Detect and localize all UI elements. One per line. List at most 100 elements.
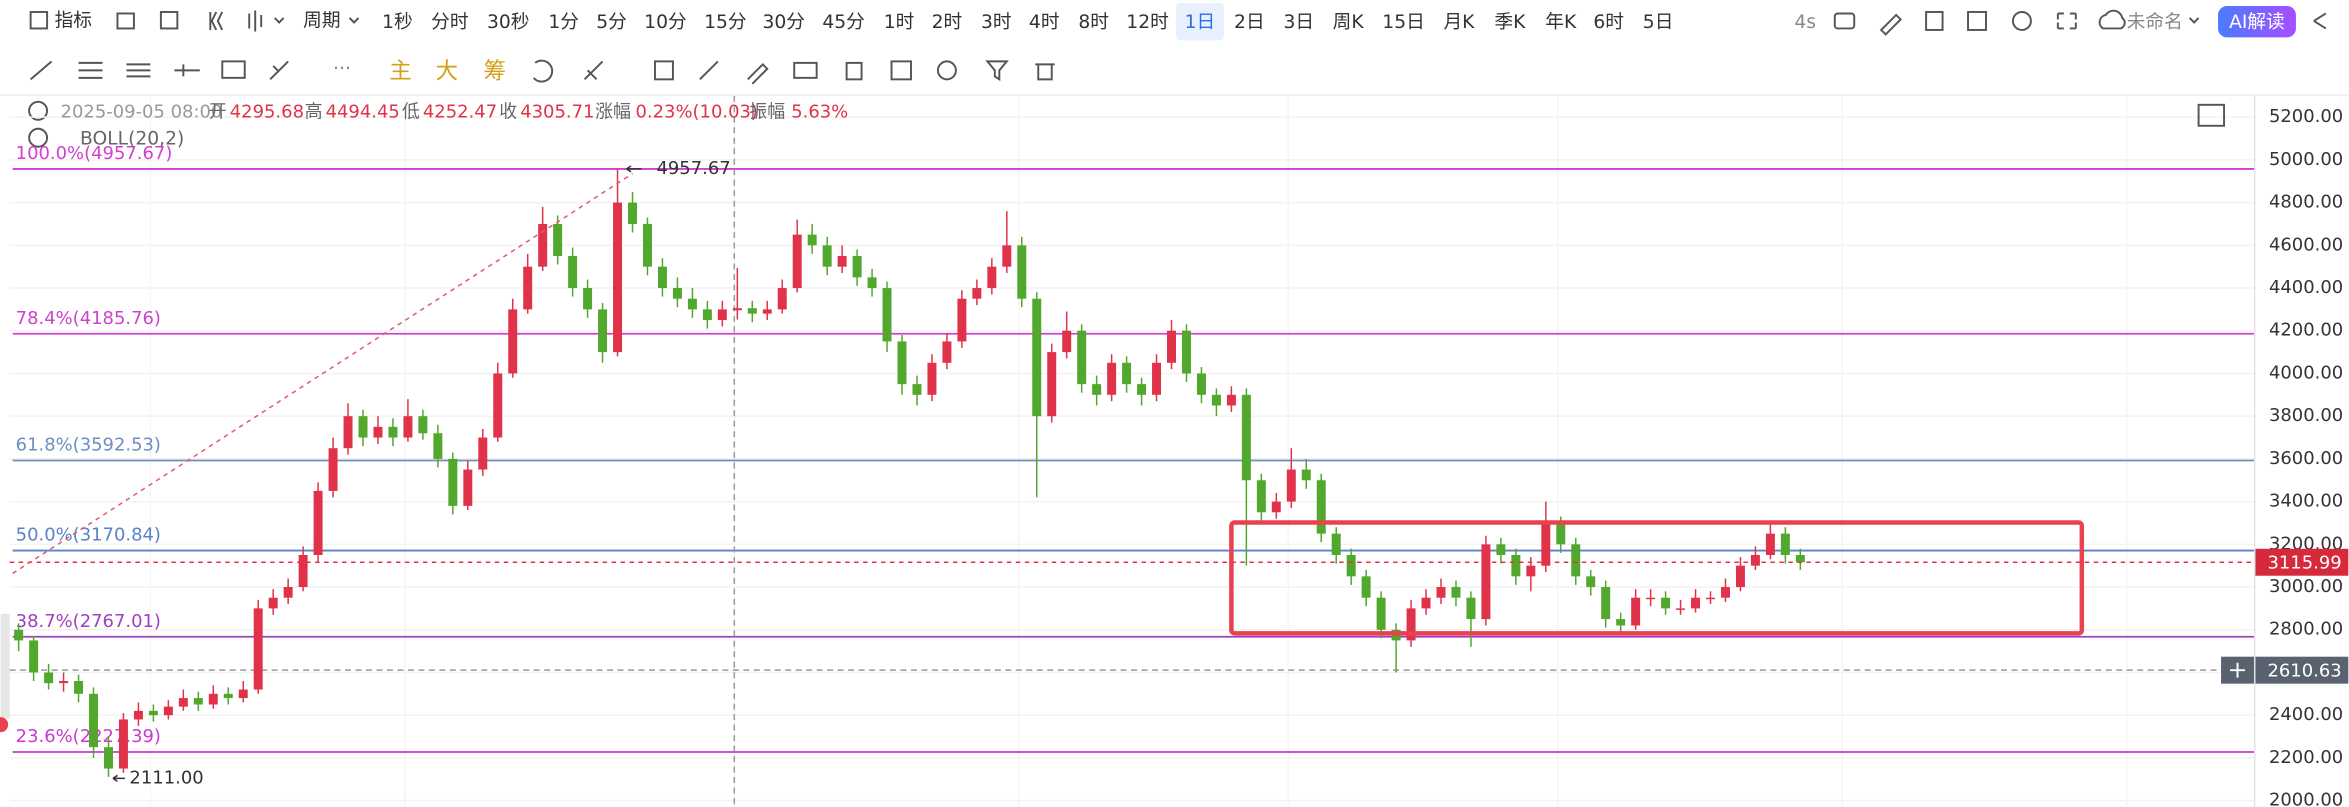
calendar-icon[interactable]	[116, 12, 135, 30]
trend-line[interactable]	[12, 173, 633, 575]
period-option[interactable]: 1日	[1185, 12, 1216, 33]
tool-delete[interactable]	[1035, 63, 1055, 81]
main-tool[interactable]: 主	[389, 58, 411, 84]
main-tool[interactable]: 筹	[484, 58, 506, 84]
candle-body	[942, 341, 952, 363]
tool-fib[interactable]	[583, 60, 604, 81]
share-icon[interactable]	[2313, 12, 2327, 30]
range-box[interactable]	[1229, 520, 2085, 636]
info-item: 4252.47	[423, 101, 497, 122]
tool-channel[interactable]	[78, 61, 103, 79]
candle-body	[313, 490, 323, 555]
period-option[interactable]: 年K	[1545, 12, 1577, 33]
period-option[interactable]: 1时	[884, 12, 915, 33]
period-option[interactable]: 10分	[644, 12, 687, 33]
refresh-label[interactable]: 4s	[1794, 12, 1816, 33]
candle-body	[193, 698, 203, 705]
tool-note[interactable]	[890, 60, 912, 81]
expand-icon[interactable]	[2197, 103, 2226, 127]
candle-body	[628, 202, 637, 224]
candle-body	[1077, 330, 1087, 385]
candle-body	[1556, 522, 1566, 545]
settings-icon[interactable]	[2011, 11, 2032, 31]
candle-body	[792, 234, 802, 289]
indicator-icon[interactable]	[29, 11, 49, 30]
period-button[interactable]: 周期	[303, 10, 340, 31]
y-tick-label: 4600.00	[2269, 234, 2343, 255]
cloud-icon[interactable]	[2098, 9, 2126, 30]
candle-body	[478, 437, 488, 470]
chart-type-icon[interactable]	[248, 10, 285, 32]
period-option[interactable]: 2时	[932, 12, 963, 33]
main-tool[interactable]: 大	[436, 58, 458, 84]
period-option[interactable]: 3时	[981, 12, 1012, 33]
last-price-tag	[2255, 548, 2349, 576]
indicator-collapse[interactable]	[28, 127, 49, 148]
period-option[interactable]: 月K	[1443, 12, 1475, 33]
y-tick-label: 2400.00	[2269, 704, 2343, 725]
tool-filter[interactable]	[985, 60, 1009, 82]
screenshot-icon[interactable]	[1967, 11, 1987, 31]
candle-body	[44, 672, 54, 684]
period-option[interactable]: 季K	[1494, 12, 1526, 33]
period-option[interactable]: 1分	[548, 12, 579, 33]
tool-parallel[interactable]	[126, 63, 151, 78]
tool-line[interactable]	[29, 60, 53, 81]
candle-body	[1706, 597, 1715, 600]
y-tick-label: 3400.00	[2269, 491, 2343, 512]
period-option[interactable]: 12时	[1126, 12, 1169, 33]
ai-button-bg[interactable]	[2218, 5, 2296, 38]
period-option[interactable]: 8时	[1078, 12, 1109, 33]
period-option[interactable]: 周K	[1333, 12, 1365, 33]
tool-more[interactable]: ···	[333, 58, 351, 79]
camera-icon[interactable]	[1833, 12, 1856, 30]
tool-hline[interactable]	[174, 64, 200, 77]
period-option[interactable]: 分时	[431, 12, 468, 33]
candle-body	[777, 288, 787, 310]
period-option[interactable]: 5分	[596, 12, 627, 33]
period-option[interactable]: 5日	[1643, 12, 1674, 33]
candle-body	[1346, 554, 1356, 577]
candle-body	[897, 341, 907, 385]
tool-rect[interactable]	[221, 60, 246, 79]
period-chevron[interactable]	[348, 17, 360, 24]
period-option[interactable]: 45分	[822, 12, 865, 33]
indicators-button[interactable]: 指标	[55, 10, 92, 31]
info-collapse[interactable]	[28, 100, 49, 121]
candle-body	[807, 234, 817, 246]
tool-ruler[interactable]	[699, 60, 719, 81]
candle-body	[538, 223, 548, 267]
candle-body	[822, 245, 832, 267]
draw-icon[interactable]	[1879, 13, 1903, 36]
tool-refresh[interactable]	[532, 59, 554, 83]
layout-chevron[interactable]	[2188, 17, 2200, 24]
tool-pen[interactable]	[747, 63, 769, 85]
ai-button[interactable]: AI解读	[2229, 12, 2285, 33]
candle-body	[1107, 362, 1117, 395]
replay-icon[interactable]	[209, 11, 224, 31]
tool-copy[interactable]	[653, 60, 674, 81]
layout-icon[interactable]	[159, 11, 179, 30]
indicator-label[interactable]: BOLL(20,2)	[80, 129, 184, 150]
side-handle[interactable]	[0, 613, 10, 719]
period-option[interactable]: 30秒	[487, 12, 530, 33]
tool-bars[interactable]	[793, 61, 818, 79]
export-icon[interactable]	[1925, 11, 1944, 31]
period-option[interactable]: 2日	[1234, 12, 1265, 33]
tool-measure[interactable]	[269, 60, 289, 81]
period-option[interactable]: 30分	[762, 12, 805, 33]
period-option[interactable]: 1秒	[382, 12, 413, 33]
period-option[interactable]: 4时	[1029, 12, 1060, 33]
candle-body	[1601, 587, 1611, 620]
layout-name[interactable]: 未命名	[2127, 12, 2183, 33]
period-option[interactable]: 3日	[1283, 12, 1314, 33]
period-option[interactable]: 6时	[1593, 12, 1624, 33]
fullscreen-icon[interactable]	[2056, 12, 2077, 30]
period-option[interactable]: 15日	[1382, 12, 1425, 33]
candle-body	[1331, 533, 1341, 555]
candle-body	[642, 223, 652, 267]
period-option[interactable]: 15分	[704, 12, 747, 33]
candle-body	[1062, 330, 1072, 353]
tool-lock[interactable]	[845, 61, 863, 81]
tool-magnet[interactable]	[936, 60, 957, 81]
